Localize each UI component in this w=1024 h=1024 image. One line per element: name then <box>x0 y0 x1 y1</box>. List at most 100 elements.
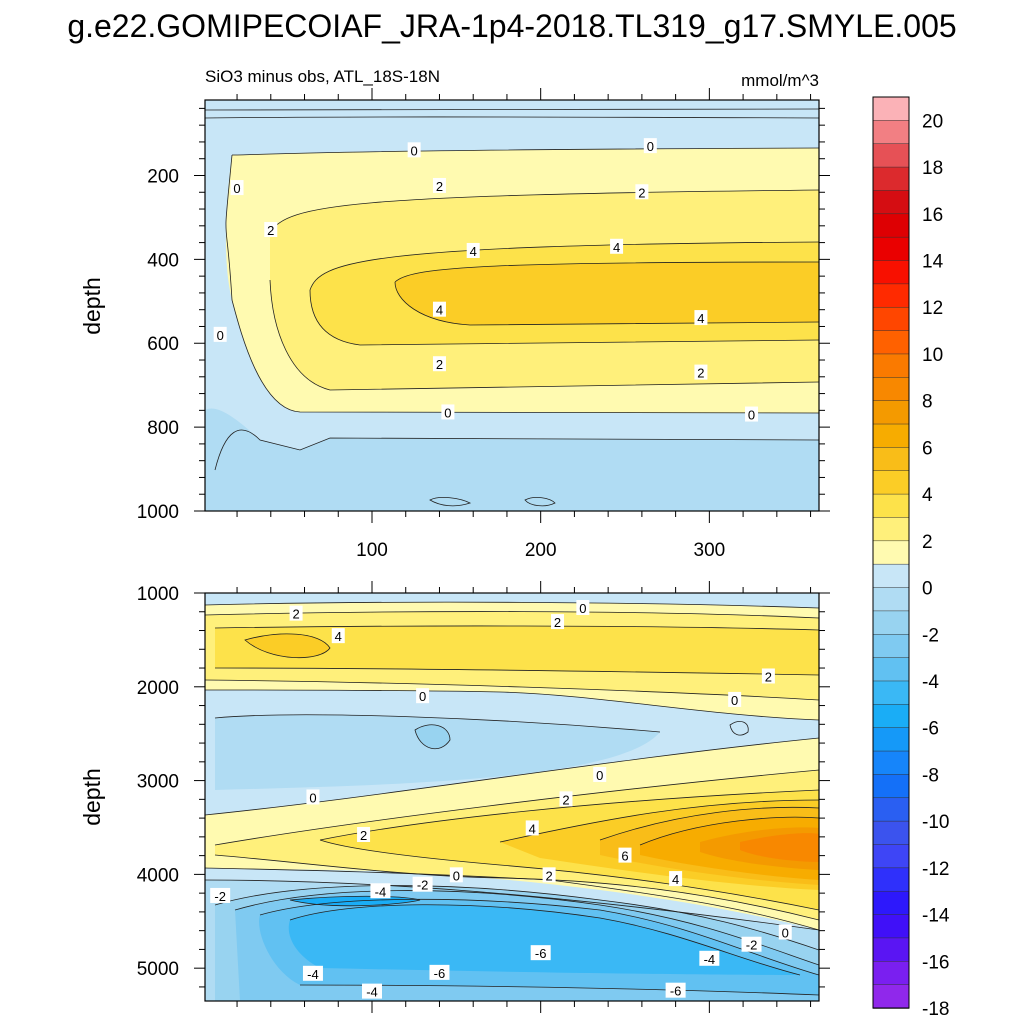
colorbar-swatch <box>872 937 910 963</box>
colorbar-swatch <box>872 493 910 519</box>
svg-text:4: 4 <box>529 821 536 836</box>
colorbar-swatch <box>872 166 910 192</box>
upper-y-tick-label: 200 <box>147 166 179 187</box>
colorbar-swatch <box>872 750 910 776</box>
contour-label: -2 <box>210 887 231 904</box>
contour-label: 6 <box>618 847 632 864</box>
contour-label: -4 <box>361 983 382 1000</box>
lower-y-tick-label: 4000 <box>137 865 179 886</box>
contour-label: 0 <box>416 688 430 704</box>
svg-text:0: 0 <box>647 139 654 154</box>
svg-text:0: 0 <box>444 405 451 420</box>
svg-text:2: 2 <box>436 179 443 194</box>
colorbar-label: 10 <box>922 345 943 366</box>
colorbar-swatch <box>872 283 910 308</box>
units-label: mmol/m^3 <box>741 71 819 90</box>
contour-label: 2 <box>542 867 556 883</box>
contour-label: 2 <box>264 222 278 238</box>
upper-plot-frame <box>204 99 820 512</box>
colorbar-swatch <box>872 120 910 145</box>
svg-text:2: 2 <box>360 828 367 843</box>
contour-label: 2 <box>761 668 775 684</box>
colorbar-swatch <box>872 400 910 425</box>
colorbar-swatch <box>872 423 910 449</box>
svg-text:2: 2 <box>545 868 552 883</box>
contour-label: 0 <box>230 180 244 196</box>
svg-text:2: 2 <box>436 357 443 372</box>
upper-contour-labels: 0 0 0 2 2 2 4 4 4 4 0 2 2 0 0 <box>213 138 759 423</box>
svg-text:0: 0 <box>217 328 224 343</box>
svg-text:-6: -6 <box>434 966 446 981</box>
contour-label: -6 <box>429 964 450 981</box>
colorbar-swatch <box>872 890 910 916</box>
svg-text:-6: -6 <box>535 946 547 961</box>
colorbar-swatch <box>872 634 910 659</box>
contour-label: 4 <box>610 238 624 255</box>
contour-label: 4 <box>466 242 480 259</box>
colorbar-label: -4 <box>922 672 939 693</box>
contour-label: 2 <box>694 364 708 381</box>
svg-text:4: 4 <box>672 872 679 887</box>
colorbar-swatch <box>872 517 910 542</box>
svg-text:4: 4 <box>436 303 443 318</box>
colorbar-swatch <box>872 820 910 846</box>
svg-text:-4: -4 <box>704 952 716 967</box>
colorbar-swatch <box>872 447 910 472</box>
upper-x-axis: 100 200 300 <box>236 88 812 561</box>
svg-text:0: 0 <box>309 790 316 805</box>
colorbar-swatch <box>872 190 910 215</box>
colorbar-label: 18 <box>922 158 943 179</box>
contour-label: 4 <box>525 820 539 836</box>
upper-y-axis-label: depth <box>79 277 105 335</box>
colorbar-swatch <box>872 680 910 706</box>
colorbar-swatch <box>872 143 910 168</box>
contour-label: 0 <box>306 789 320 805</box>
contour-label: 2 <box>559 791 573 807</box>
upper-x-tick-label: 200 <box>525 540 557 561</box>
colorbar-label: 0 <box>922 579 933 600</box>
colorbar-frame <box>872 96 910 1009</box>
contour-label: 0 <box>643 138 657 154</box>
colorbar-swatch <box>872 914 910 939</box>
upper-contour-fill <box>205 100 819 511</box>
contour-label: 0 <box>407 142 421 158</box>
contour-label: 4 <box>432 301 446 318</box>
lower-y-tick-label: 5000 <box>137 959 179 980</box>
colorbar-label: -12 <box>922 859 949 880</box>
colorbar-swatch <box>872 797 910 822</box>
svg-text:-6: -6 <box>670 984 682 999</box>
colorbar-swatch <box>872 470 910 495</box>
colorbar-label: 14 <box>922 252 944 273</box>
colorbar-label: -18 <box>922 999 949 1020</box>
lower-plot-frame <box>204 592 820 1002</box>
colorbar-swatch <box>872 563 910 589</box>
svg-text:0: 0 <box>411 143 418 158</box>
colorbar-swatch <box>872 727 910 752</box>
svg-text:-2: -2 <box>746 938 758 953</box>
colorbar-swatch <box>872 867 910 892</box>
contour-label: -4 <box>370 883 391 899</box>
svg-text:0: 0 <box>579 601 586 616</box>
colorbar-label: 2 <box>922 532 933 553</box>
colorbar-swatch <box>872 774 910 799</box>
colorbar-swatch <box>872 260 910 285</box>
contour-label: 2 <box>432 177 446 194</box>
svg-text:6: 6 <box>621 849 628 864</box>
lower-contour-fill <box>205 593 819 1001</box>
svg-text:2: 2 <box>554 615 561 630</box>
contour-label: 2 <box>635 184 649 200</box>
contour-label: -6 <box>530 945 551 961</box>
colorbar-label: -2 <box>922 625 939 646</box>
upper-x-tick-label: 300 <box>694 540 726 561</box>
colorbar-label: 8 <box>922 392 933 413</box>
svg-text:0: 0 <box>419 689 426 704</box>
contour-label: 4 <box>331 628 345 644</box>
svg-text:0: 0 <box>453 868 460 883</box>
svg-text:4: 4 <box>613 240 620 255</box>
upper-y-tick-label: 800 <box>147 418 179 439</box>
contour-label: 0 <box>728 691 742 708</box>
colorbar: 20181614121086420-2-4-6-8-10-12-14-16-18… <box>872 96 950 1020</box>
